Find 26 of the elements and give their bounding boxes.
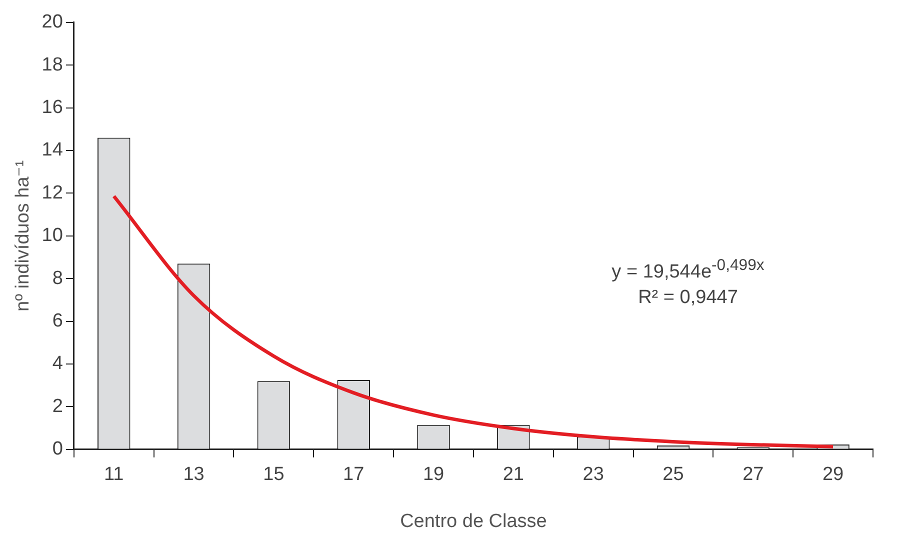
- x-tick-label: 25: [662, 464, 684, 486]
- y-tick-label: 2: [52, 396, 63, 417]
- x-tick-label: 21: [502, 464, 524, 486]
- y-tick-label: 16: [42, 97, 63, 118]
- y-tick-label: 18: [42, 54, 63, 76]
- y-axis-title: nº indivíduos ha⁻¹: [12, 160, 34, 312]
- y-tick-label: 6: [52, 310, 63, 332]
- x-tick-label: 15: [263, 464, 284, 486]
- line-series: [112, 194, 835, 448]
- x-tick-label: 29: [822, 464, 844, 486]
- x-axis-title: Centro de Classe: [400, 510, 547, 532]
- y-tick-label: 8: [52, 268, 63, 289]
- x-tick-label: 19: [422, 464, 444, 486]
- y-tick-label: 12: [42, 182, 63, 204]
- annotation: R² = 0,9447: [637, 286, 739, 310]
- x-tick-label: 11: [104, 464, 124, 486]
- annotation: y = 19,544e$^{-0,499x}$: [610, 256, 766, 284]
- y-tick-label: 14: [42, 140, 64, 161]
- y-tick-label: 4: [52, 353, 64, 374]
- y-tick-label: 10: [42, 225, 63, 246]
- x-tick-label: 17: [343, 464, 364, 486]
- y-tick-label: 0: [52, 438, 63, 460]
- y-tick-label: 20: [42, 12, 63, 33]
- x-tick-label: 23: [582, 464, 604, 486]
- x-tick-label: 27: [742, 464, 764, 486]
- x-tick-label: 13: [183, 464, 204, 486]
